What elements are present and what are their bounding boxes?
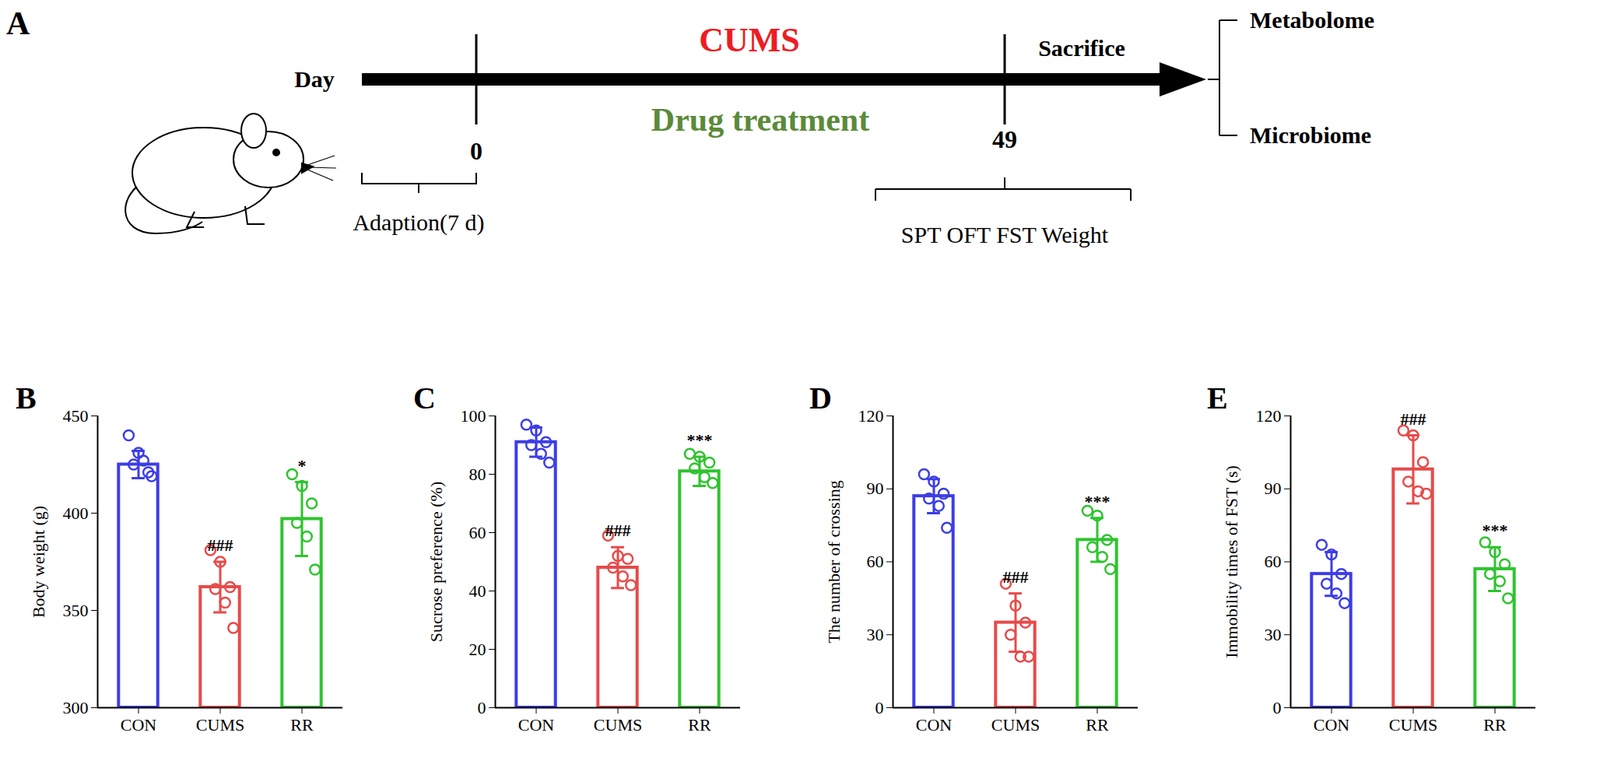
svg-text:0: 0 (477, 698, 487, 718)
svg-text:###: ### (1400, 409, 1427, 429)
html-text:D: D (809, 380, 832, 416)
svg-text:*: * (298, 456, 307, 476)
svg-text:RR: RR (290, 715, 314, 735)
html-text:C: C (413, 380, 436, 416)
svg-text:###: ### (207, 535, 234, 555)
svg-text:SPT OFT FST Weight: SPT OFT FST Weight (901, 221, 1109, 248)
svg-text:A: A (6, 5, 31, 42)
svg-text:20: 20 (469, 639, 487, 660)
svg-text:350: 350 (63, 600, 89, 621)
svg-text:450: 450 (63, 406, 89, 426)
svg-text:Metabolome: Metabolome (1249, 7, 1375, 33)
svg-text:300: 300 (63, 698, 89, 718)
html-text:E: E (1207, 380, 1228, 416)
svg-text:***: *** (1482, 520, 1509, 541)
svg-text:60: 60 (1264, 551, 1282, 572)
svg-text:The number of crossing: The number of crossing (824, 480, 844, 644)
svg-text:60: 60 (866, 551, 885, 572)
svg-text:###: ### (605, 520, 632, 541)
svg-text:CUMS: CUMS (698, 21, 800, 60)
svg-text:CUMS: CUMS (1389, 715, 1438, 735)
svg-text:90: 90 (866, 478, 885, 499)
svg-text:Body weight (g): Body weight (g) (28, 505, 49, 618)
svg-text:40: 40 (469, 581, 487, 601)
svg-text:49: 49 (992, 125, 1018, 154)
svg-text:Sacrifice: Sacrifice (1038, 35, 1126, 61)
svg-text:RR: RR (687, 715, 712, 735)
svg-text:RR: RR (1085, 715, 1109, 735)
svg-text:***: *** (1084, 491, 1111, 512)
svg-text:400: 400 (63, 503, 89, 523)
svg-text:CON: CON (1313, 715, 1351, 735)
svg-text:CUMS: CUMS (196, 715, 245, 735)
svg-text:Sucrose preference (%): Sucrose preference (%) (426, 481, 446, 643)
svg-text:Day: Day (294, 66, 335, 92)
svg-text:Immobility times of FST (s): Immobility times of FST (s) (1221, 465, 1242, 659)
svg-text:CON: CON (120, 715, 158, 735)
svg-text:Microbiome: Microbiome (1249, 122, 1372, 148)
svg-text:CUMS: CUMS (991, 715, 1040, 735)
svg-text:30: 30 (1264, 624, 1282, 645)
svg-text:0: 0 (1273, 698, 1282, 718)
svg-text:CON: CON (518, 715, 555, 735)
svg-text:0: 0 (470, 136, 483, 165)
svg-text:Drug treatment: Drug treatment (651, 101, 870, 138)
svg-text:30: 30 (866, 624, 885, 645)
svg-text:###: ### (1003, 567, 1029, 587)
svg-text:100: 100 (460, 406, 487, 426)
svg-text:Adaption(7 d): Adaption(7 d) (352, 209, 485, 236)
svg-text:CON: CON (915, 715, 953, 735)
svg-text:90: 90 (1264, 478, 1282, 499)
svg-text:120: 120 (1256, 406, 1282, 426)
svg-text:80: 80 (469, 464, 487, 485)
svg-text:***: *** (687, 430, 713, 450)
svg-text:RR: RR (1483, 715, 1507, 735)
svg-text:120: 120 (858, 406, 885, 426)
svg-text:0: 0 (875, 698, 885, 718)
svg-text:60: 60 (469, 522, 487, 543)
html-text:B: B (15, 380, 37, 416)
svg-text:CUMS: CUMS (593, 715, 643, 735)
